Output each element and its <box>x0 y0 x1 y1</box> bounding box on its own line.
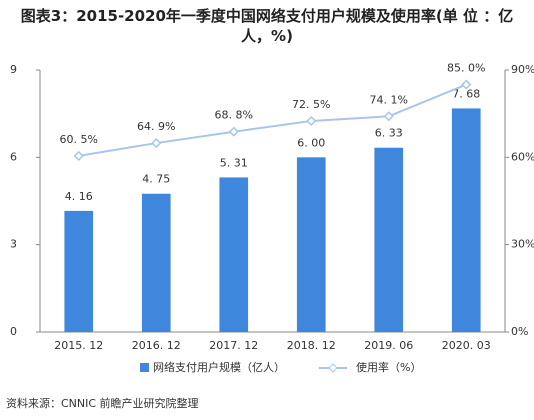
y-tick-label: 6 <box>10 150 17 163</box>
marker <box>306 115 317 127</box>
legend-swatch <box>328 363 338 373</box>
bar-label: 5. 31 <box>220 156 248 169</box>
marker <box>151 138 162 149</box>
bar-label: 4. 75 <box>142 173 170 186</box>
legend-label: 使用率（%） <box>356 360 421 374</box>
bar <box>296 157 326 332</box>
bar-label: 4. 16 <box>65 190 93 203</box>
line-label: 68. 8% <box>215 109 253 122</box>
x-tick-label: 2017. 12 <box>209 339 258 352</box>
y-tick-label: 9 <box>10 63 17 76</box>
legend-label: 网络支付用户规模（亿人） <box>153 360 285 374</box>
bar <box>451 108 481 332</box>
line-label: 72. 5% <box>292 98 330 111</box>
x-tick-label: 2019. 06 <box>364 339 413 352</box>
bar <box>64 210 94 332</box>
x-tick-label: 2018. 12 <box>287 339 336 352</box>
y2-tick-label: 0% <box>511 325 528 338</box>
line-label: 85. 0% <box>447 62 485 75</box>
bar <box>374 147 404 332</box>
line <box>78 83 467 157</box>
x-tick-label: 2020. 03 <box>442 339 491 352</box>
bar-label: 6. 33 <box>375 127 403 140</box>
x-tick-label: 2016. 12 <box>132 339 181 352</box>
bar-label: 7. 68 <box>452 87 480 100</box>
bar <box>219 177 249 332</box>
y2-tick-label: 60% <box>511 150 534 163</box>
marker <box>383 111 394 122</box>
y-tick-label: 0 <box>10 325 17 338</box>
line-label: 60. 5% <box>60 133 98 146</box>
y2-tick-label: 30% <box>511 238 534 251</box>
line-label: 74. 1% <box>370 93 408 106</box>
legend-swatch <box>140 363 149 372</box>
marker <box>228 126 239 137</box>
bar-label: 6. 00 <box>297 136 325 149</box>
source: 资料来源：CNNIC 前瞻产业研究院整理 <box>6 396 199 410</box>
bar <box>141 193 171 332</box>
chart-title: 图表3：2015-2020年一季度中国网络支付用户规模及使用率(单 位 ：亿人，… <box>20 7 514 45</box>
line-label: 64. 9% <box>137 120 175 133</box>
y2-tick-label: 90% <box>511 63 534 76</box>
y-tick-label: 3 <box>10 238 17 251</box>
x-tick-label: 2015. 12 <box>54 339 103 352</box>
marker <box>73 150 84 161</box>
marker <box>461 79 472 90</box>
